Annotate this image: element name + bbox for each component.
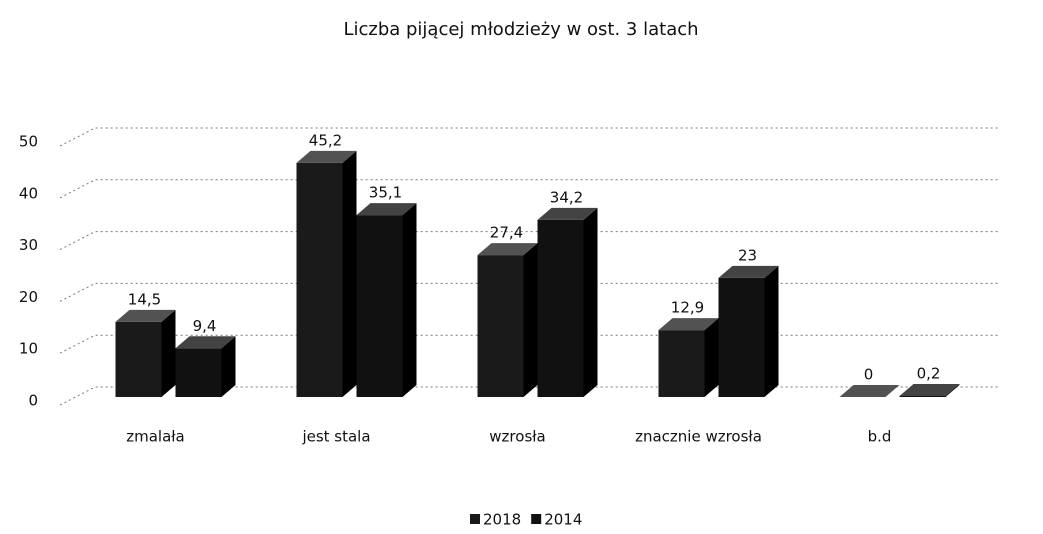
bar-face [718,277,765,397]
data-label: 9,4 [193,317,217,335]
bar-face [718,265,779,278]
y-tick-label: 10 [19,340,38,358]
bar-face [537,219,584,397]
bar-face [402,203,417,397]
x-tick-label: znacznie wzrosła [635,428,762,446]
legend-swatch [531,514,542,524]
bar-face [899,383,960,396]
y-tick-label: 30 [19,236,38,254]
x-tick-label: b.d [868,428,892,446]
bar [175,336,236,397]
bar-face [175,348,222,397]
chart-title: Liczba pijącej młodzieży w ost. 3 latach [343,19,698,40]
bar-face [296,150,357,163]
data-label: 0,2 [917,364,941,382]
bar-face [658,318,719,331]
bar-face [115,321,162,397]
bar [718,265,779,397]
bar-face [658,330,705,397]
data-label: 23 [738,246,757,264]
legend-label: 2018 [483,511,521,529]
bar-face [945,383,960,397]
bar-face [477,255,524,397]
bar-face [899,395,946,397]
data-label: 34,2 [550,188,583,206]
bar-face [356,203,417,216]
data-label: 14,5 [128,290,161,308]
data-label: 35,1 [369,184,402,202]
bar-face [764,265,779,397]
bar [115,309,176,397]
bar [356,203,417,397]
x-tick-label: jest stala [301,428,370,446]
y-tick-label: 20 [19,288,38,306]
bar-face [477,243,538,256]
grid-line [59,127,1000,147]
data-label: 45,2 [309,131,342,149]
bar-face [704,318,719,397]
x-tick-label: wzrosła [489,428,545,446]
data-label: 12,9 [671,299,704,317]
data-label: 27,4 [490,224,523,242]
bar [477,243,538,397]
bar-face [583,207,598,397]
data-label: 0 [864,366,874,384]
bar-face [161,309,176,397]
bar-face [115,309,176,322]
bar [537,207,598,397]
grid-line [59,179,1000,199]
legend-swatch [470,514,480,524]
y-tick-label: 50 [19,133,38,151]
bar-face [175,336,236,349]
bar-face [356,215,403,397]
bar-face [523,243,538,397]
y-tick-label: 0 [28,392,38,410]
bar [658,318,719,397]
bar [296,150,357,397]
bar [839,385,900,397]
y-tick-label: 40 [19,184,38,202]
bar-face [342,150,357,397]
bar [899,383,960,397]
legend-label: 2014 [544,511,582,529]
x-tick-label: zmalała [126,428,185,446]
bar-face [537,207,598,220]
bar-face [296,162,343,397]
bar-face [839,385,900,397]
bar-face [221,336,236,397]
